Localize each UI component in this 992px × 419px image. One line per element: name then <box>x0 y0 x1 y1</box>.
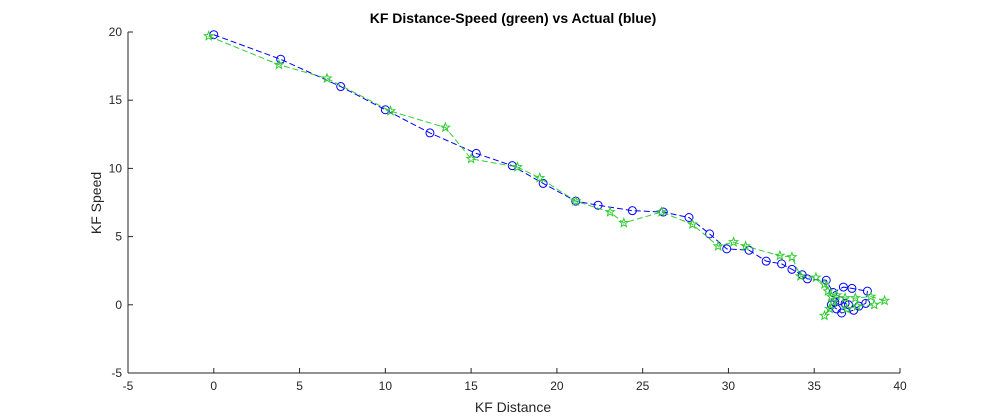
series-1-point <box>810 271 822 283</box>
series-1-point <box>818 278 831 290</box>
series-0-point <box>722 244 732 254</box>
series-1-point <box>841 302 853 314</box>
x-tick-label: 30 <box>722 379 736 393</box>
x-tick-label: -5 <box>123 379 134 393</box>
x-tick-label: 25 <box>636 379 650 393</box>
x-tick-label: 0 <box>210 379 217 393</box>
series-1-point <box>830 289 843 301</box>
series-0-point <box>627 206 637 216</box>
series-1-point <box>818 309 831 321</box>
series-0-point <box>684 213 694 223</box>
series-1-point <box>202 30 215 41</box>
series-0-point <box>787 264 797 274</box>
y-tick-label: 10 <box>109 161 123 175</box>
x-tick-label: 15 <box>464 379 478 393</box>
x-tick-label: 20 <box>550 379 564 393</box>
series-1-point <box>511 161 524 172</box>
series-0-point <box>538 178 548 188</box>
series-0-point <box>336 82 346 92</box>
series-1-point <box>655 206 668 217</box>
series-0-point <box>821 275 831 285</box>
series-1-point <box>384 105 397 116</box>
x-tick-label: 5 <box>296 379 303 393</box>
series-1-point <box>321 72 333 84</box>
series-1-point <box>865 290 877 302</box>
series-1-point <box>851 300 863 311</box>
series-1-point <box>618 217 630 228</box>
series-1-point <box>786 251 798 262</box>
y-tick-label: 20 <box>109 25 123 39</box>
x-axis-label: KF Distance <box>475 399 551 415</box>
series-1-point <box>727 236 740 247</box>
series-1-point <box>273 58 285 70</box>
y-tick-label: 15 <box>109 93 123 107</box>
series-1-point <box>827 296 839 307</box>
series-1-point <box>849 292 862 303</box>
series-1-point <box>878 294 891 306</box>
series-1-point <box>868 298 880 310</box>
series-0-point <box>849 305 859 315</box>
series-1-point <box>712 240 724 251</box>
series-1-point <box>774 249 786 261</box>
plot-area: -5 0 5 10 15 20 25 30 35 40 -5 0 5 10 15 20 <box>109 25 907 393</box>
x-tick-label: 40 <box>893 379 907 393</box>
y-tick-label: -5 <box>111 366 122 380</box>
series-1-point <box>570 195 582 206</box>
series-0-point <box>593 200 603 210</box>
series-0-point <box>847 283 857 293</box>
x-tick-label: 35 <box>808 379 822 393</box>
series-1-point <box>824 302 836 314</box>
series-0-point <box>425 128 435 138</box>
series-0-point <box>777 259 787 269</box>
series-1-point <box>686 218 699 230</box>
series-0-point <box>705 229 715 239</box>
series-1-point <box>739 240 752 251</box>
series-1-point <box>794 270 807 281</box>
series-1-line <box>208 35 887 317</box>
series-0-point <box>761 256 771 266</box>
series-1-point <box>439 121 452 133</box>
series-0-point <box>838 282 848 292</box>
series-0-line <box>213 34 868 314</box>
chart-title: KF Distance-Speed (green) vs Actual (blu… <box>370 10 657 26</box>
x-tick-label: 10 <box>379 379 393 393</box>
series-1-point <box>822 285 834 296</box>
series-1-point <box>604 206 616 217</box>
y-tick-label: 0 <box>115 298 122 312</box>
y-tick-label: 5 <box>115 230 122 244</box>
series-1-point <box>465 152 477 164</box>
series-1-point <box>839 292 851 303</box>
series-1-point <box>534 172 546 183</box>
series-0-point <box>744 245 754 255</box>
y-axis-label: KF Speed <box>88 172 104 234</box>
